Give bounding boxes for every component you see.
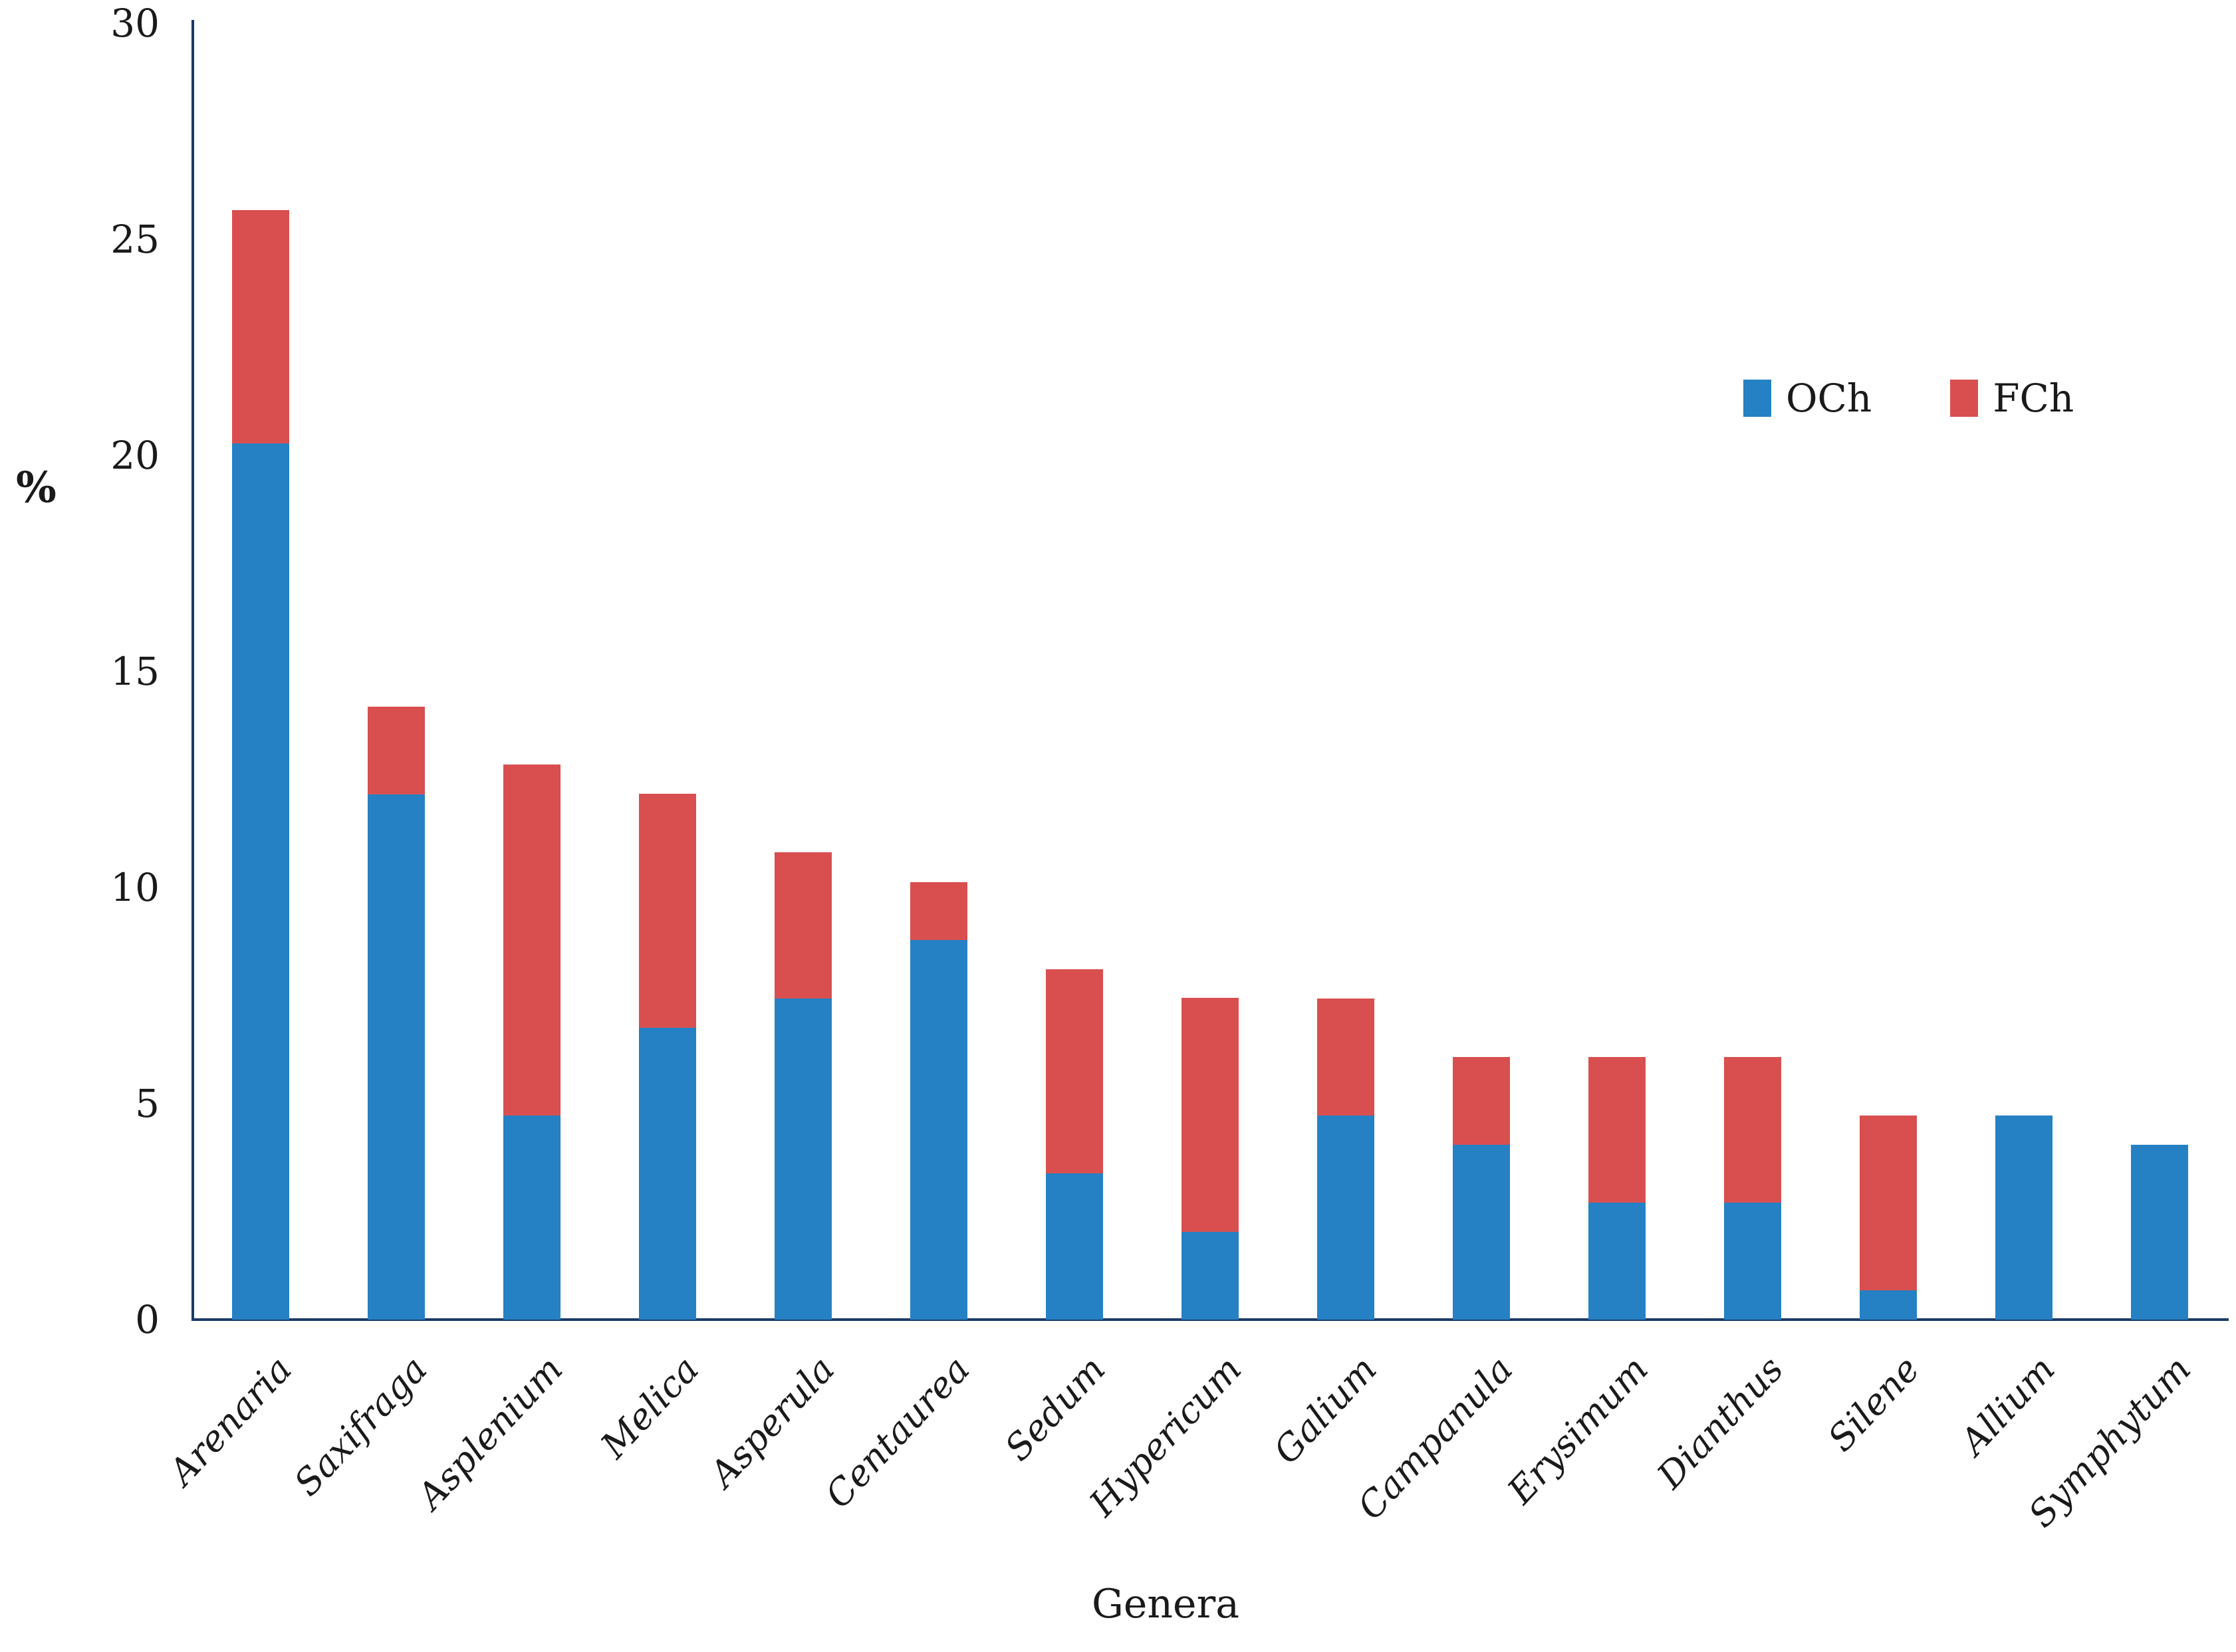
bar-asplenium [503,765,560,1320]
bar-segment-och-campanula [1453,1144,1510,1320]
y-tick-label-0: 0 [135,1297,160,1342]
bar-segment-fch-hypericum [1181,998,1239,1233]
bar-campanula [1453,1056,1510,1320]
y-tick-label-10: 10 [110,865,160,910]
bar-segment-och-silene [1860,1290,1917,1320]
bar-segment-fch-melica [639,793,696,1028]
legend-label-och: OCh [1786,376,1872,421]
bar-segment-och-symphytum [2131,1144,2188,1320]
bar-segment-och-saxifraga [368,794,425,1320]
bar-segment-fch-erysimum [1588,1056,1646,1203]
bar-segment-och-arenaria [232,443,289,1320]
bar-segment-fch-silene [1860,1115,1917,1290]
y-tick-label-20: 20 [110,433,160,478]
bar-segment-fch-galium [1317,999,1374,1116]
bar-centaurea [910,882,967,1320]
bar-segment-fch-sedum [1046,969,1103,1174]
bar-segment-fch-centaurea [910,882,967,941]
bar-segment-fch-arenaria [232,209,289,444]
legend-swatch-icon-och [1743,380,1771,417]
legend-item-fch: FCh [1950,379,2074,417]
bar-arenaria [232,209,289,1320]
legend-item-och: OCh [1743,379,1872,417]
legend-swatch-icon-fch [1950,380,1979,417]
legend-label-fch: FCh [1993,376,2074,421]
y-tick-label-25: 25 [110,217,160,262]
y-tick-label-15: 15 [110,649,160,694]
bar-segment-och-galium [1317,1115,1374,1320]
y-axis-line [191,20,194,1321]
bar-allium [1995,1115,2052,1320]
bar-saxifraga [368,706,425,1320]
y-axis-title: % [16,463,57,513]
bar-segment-och-hypericum [1181,1232,1239,1320]
bar-segment-fch-dianthus [1724,1056,1781,1203]
bar-dianthus [1724,1056,1781,1320]
bar-segment-fch-campanula [1453,1056,1510,1145]
bar-symphytum [2131,1144,2188,1320]
y-tick-label-5: 5 [135,1081,160,1126]
bar-segment-fch-asperula [775,852,832,999]
y-tick-label-30: 30 [110,1,160,46]
bar-segment-och-asperula [775,999,832,1320]
x-axis-title: Genera [1091,1581,1240,1627]
bar-segment-och-sedum [1046,1173,1103,1320]
bar-hypericum [1181,998,1239,1320]
bar-segment-och-dianthus [1724,1203,1781,1320]
bar-galium [1317,999,1374,1320]
bar-segment-fch-asplenium [503,765,560,1116]
bar-silene [1860,1115,1917,1320]
legend: OCh FCh [1743,379,2074,417]
bar-melica [639,793,696,1320]
bar-segment-och-allium [1995,1115,2052,1320]
bar-segment-och-erysimum [1588,1203,1646,1320]
bar-segment-och-asplenium [503,1115,560,1320]
bar-asperula [775,852,832,1320]
bar-segment-fch-saxifraga [368,706,425,794]
bar-erysimum [1588,1056,1646,1320]
x-axis-line [191,1318,2229,1321]
bar-segment-och-centaurea [910,940,967,1320]
bar-segment-och-melica [639,1027,696,1320]
bar-sedum [1046,969,1103,1320]
